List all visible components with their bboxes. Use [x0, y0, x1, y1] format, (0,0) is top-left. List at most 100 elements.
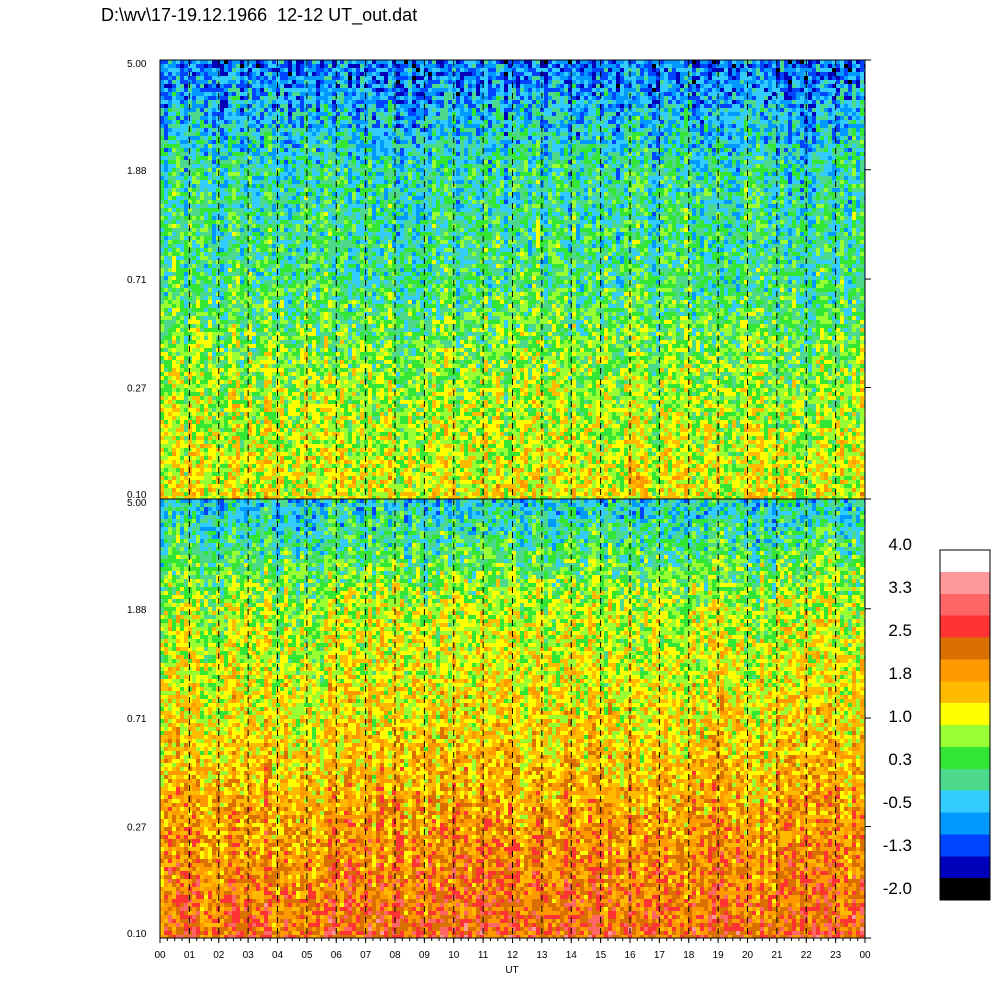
heatmap-cell	[428, 104, 432, 108]
heatmap-cell	[212, 80, 216, 84]
heatmap-cell	[212, 112, 216, 116]
heatmap-cell	[396, 80, 400, 84]
heatmap-cell	[604, 80, 608, 84]
heatmap-cell	[764, 100, 768, 104]
heatmap-cell	[524, 96, 528, 100]
heatmap-cell	[304, 104, 308, 108]
heatmap-cell	[176, 112, 180, 116]
heatmap-cell	[232, 76, 236, 80]
heatmap-cell	[496, 108, 500, 112]
heatmap-cell	[360, 80, 364, 84]
heatmap-cell	[352, 96, 356, 100]
heatmap-cell	[188, 100, 192, 104]
heatmap-cell	[344, 96, 348, 100]
heatmap-cell	[324, 96, 328, 100]
heatmap-cell	[456, 104, 460, 108]
heatmap-cell	[764, 60, 768, 64]
heatmap-cell	[668, 100, 672, 104]
heatmap-cell	[412, 100, 416, 104]
heatmap-cell	[196, 88, 200, 92]
heatmap-cell	[184, 80, 188, 84]
heatmap-cell	[320, 68, 324, 72]
heatmap-cell	[288, 104, 292, 108]
heatmap-cell	[596, 88, 600, 92]
heatmap-cell	[412, 72, 416, 76]
heatmap-cell	[212, 84, 216, 88]
heatmap-cell	[264, 112, 268, 116]
heatmap-cell	[260, 68, 264, 72]
heatmap-cell	[520, 80, 524, 84]
heatmap-cell	[768, 108, 772, 112]
heatmap-cell	[660, 76, 664, 80]
heatmap-cell	[824, 76, 828, 80]
heatmap-cell	[776, 100, 780, 104]
heatmap-cell	[224, 100, 228, 104]
heatmap-cell	[800, 60, 804, 64]
heatmap-cell	[648, 88, 652, 92]
heatmap-cell	[704, 84, 708, 88]
heatmap-cell	[172, 84, 176, 88]
heatmap-cell	[692, 84, 696, 88]
heatmap-cell	[764, 96, 768, 100]
heatmap-cell	[764, 72, 768, 76]
heatmap-cell	[840, 64, 844, 68]
heatmap-cell	[772, 88, 776, 92]
heatmap-cell	[772, 80, 776, 84]
heatmap-cell	[416, 88, 420, 92]
heatmap-cell	[504, 76, 508, 80]
heatmap-cell	[220, 104, 224, 108]
heatmap-cell	[376, 108, 380, 112]
heatmap-cell	[848, 84, 852, 88]
heatmap-cell	[196, 84, 200, 88]
heatmap-cell	[588, 64, 592, 68]
heatmap-cell	[556, 92, 560, 96]
heatmap-cell	[696, 104, 700, 108]
heatmap-cell	[648, 92, 652, 96]
heatmap-cell	[480, 88, 484, 92]
heatmap-cell	[200, 60, 204, 64]
heatmap-cell	[208, 80, 212, 84]
heatmap-cell	[520, 60, 524, 64]
heatmap-cell	[492, 68, 496, 72]
heatmap-cell	[524, 68, 528, 72]
heatmap-cell	[680, 84, 684, 88]
heatmap-cell	[340, 76, 344, 80]
heatmap-cell	[160, 64, 164, 68]
heatmap-cell	[852, 84, 856, 88]
heatmap-cell	[668, 92, 672, 96]
heatmap-cell	[488, 68, 492, 72]
heatmap-cell	[388, 72, 392, 76]
heatmap-cell	[168, 100, 172, 104]
heatmap-cell	[200, 80, 204, 84]
heatmap-cell	[636, 92, 640, 96]
heatmap-cell	[668, 64, 672, 68]
heatmap-cell	[344, 80, 348, 84]
heatmap-cell	[528, 100, 532, 104]
heatmap-cell	[708, 80, 712, 84]
heatmap-cell	[712, 104, 716, 108]
heatmap-cell	[552, 96, 556, 100]
heatmap-cell	[556, 96, 560, 100]
heatmap-cell	[384, 68, 388, 72]
heatmap-cell	[496, 76, 500, 80]
heatmap-cell	[320, 76, 324, 80]
heatmap-cell	[820, 108, 824, 112]
heatmap-cell	[748, 92, 752, 96]
heatmap-cell	[416, 80, 420, 84]
heatmap-cell	[788, 104, 792, 108]
heatmap-cell	[828, 64, 832, 68]
heatmap-cell	[760, 68, 764, 72]
heatmap-cell	[704, 96, 708, 100]
spectrogram-figure: 5.001.880.710.270.105.001.880.710.270.10…	[0, 0, 1000, 1000]
heatmap-cell	[244, 76, 248, 80]
heatmap-cell	[660, 104, 664, 108]
heatmap-cell	[260, 88, 264, 92]
heatmap-cell	[184, 96, 188, 100]
heatmap-cell	[200, 92, 204, 96]
heatmap-cell	[820, 68, 824, 72]
heatmap-cell	[740, 96, 744, 100]
heatmap-cell	[860, 96, 864, 100]
heatmap-cell	[516, 88, 520, 92]
heatmap-cell	[504, 60, 508, 64]
heatmap-cell	[276, 100, 280, 104]
